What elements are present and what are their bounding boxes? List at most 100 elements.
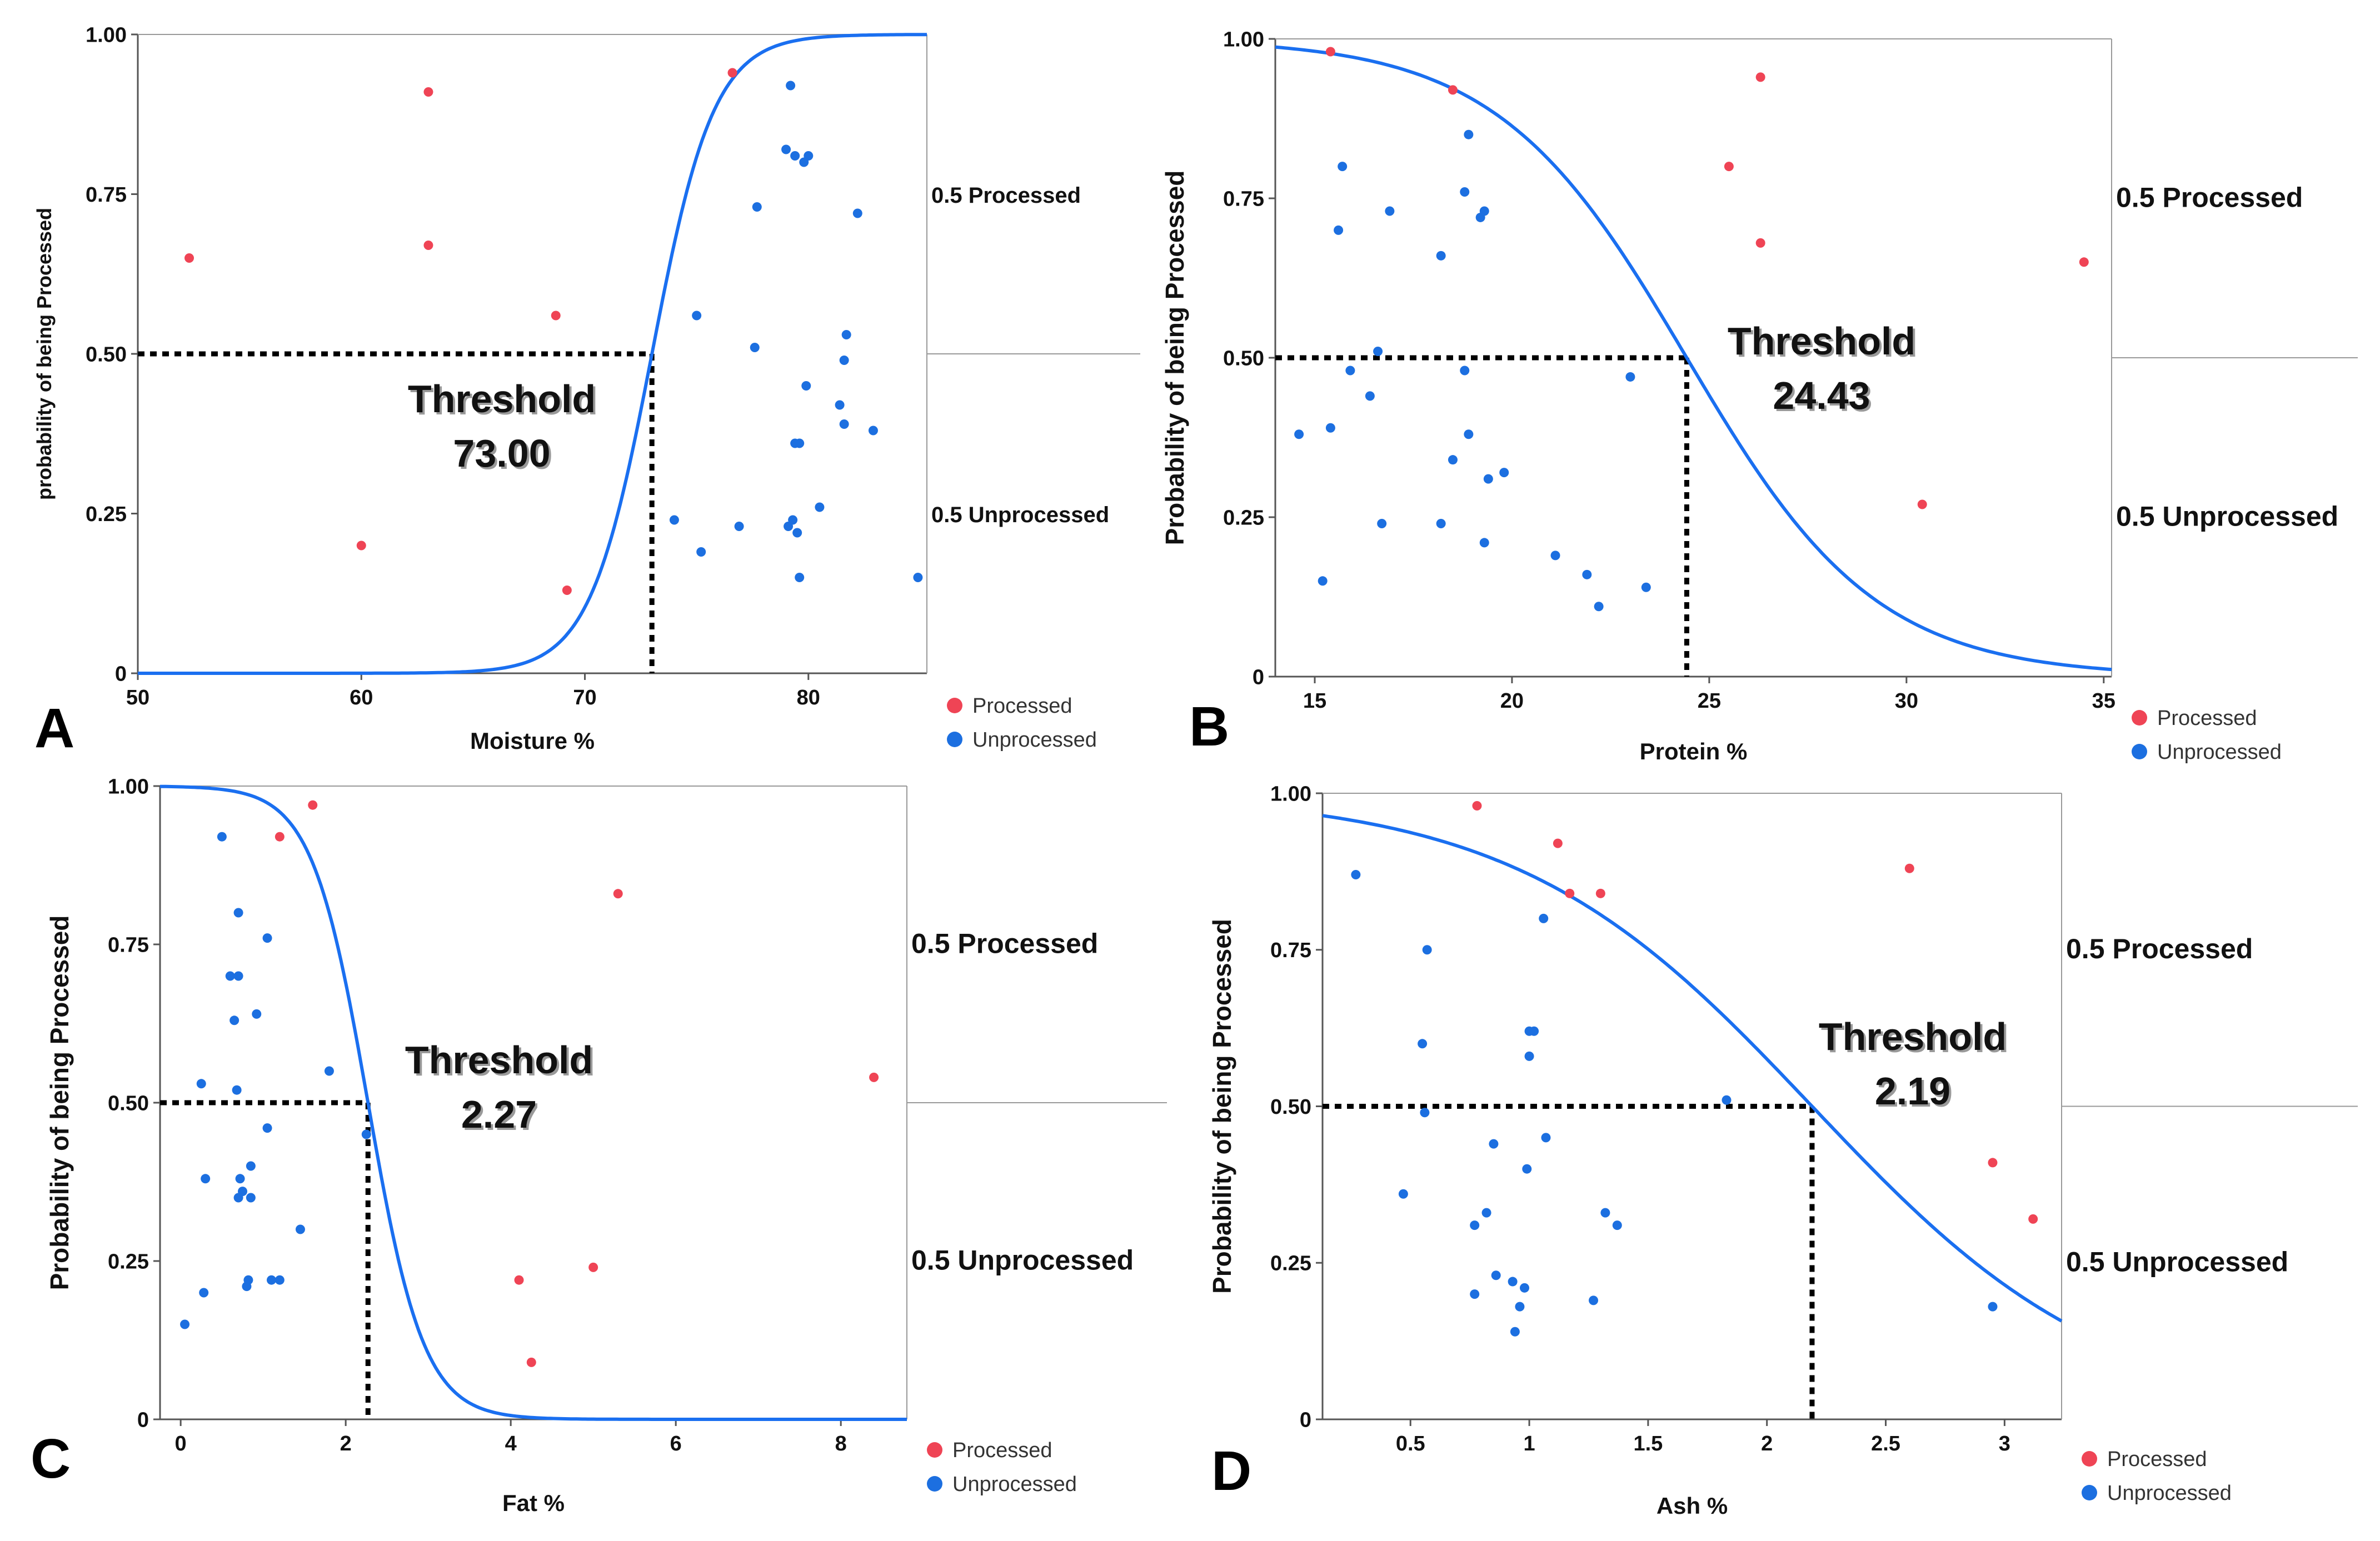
unprocessed-point — [1520, 1283, 1530, 1293]
processed-point — [1553, 838, 1563, 848]
x-tick-label: 25 — [1698, 689, 1721, 713]
legend: Processed Unprocessed — [947, 694, 1097, 752]
unprocessed-point — [1508, 1277, 1518, 1287]
legend-unprocessed-label: Unprocessed — [2107, 1482, 2232, 1505]
unprocessed-point — [1483, 474, 1493, 484]
x-tick-label: 15 — [1303, 689, 1326, 713]
unprocessed-point — [1338, 162, 1348, 172]
legend-unprocessed-marker — [2132, 744, 2147, 759]
x-axis-label: Protein % — [1640, 738, 1748, 764]
processed-point — [1325, 47, 1335, 57]
x-axis-label: Moisture % — [470, 728, 595, 754]
processed-point — [514, 1275, 524, 1285]
unprocessed-point — [1515, 1302, 1525, 1312]
x-tick-label: 6 — [670, 1432, 682, 1455]
unprocessed-point — [235, 1174, 245, 1184]
right-label-processed: 0.5 Processed — [2116, 182, 2303, 213]
legend: Processed Unprocessed — [2132, 707, 2282, 764]
unprocessed-point — [781, 144, 791, 154]
right-label-processed: 0.5 Processed — [2066, 933, 2253, 964]
x-tick-label: 2.5 — [1871, 1432, 1900, 1455]
y-tick-label: 0.25 — [108, 1250, 149, 1273]
unprocessed-point — [1600, 1208, 1610, 1218]
threshold-shadow: 2.19 — [1877, 1072, 1953, 1115]
unprocessed-point — [233, 971, 243, 981]
unprocessed-point — [1641, 582, 1651, 592]
unprocessed-point — [795, 573, 805, 582]
processed-point — [1565, 888, 1575, 898]
y-tick-label: 0.50 — [1270, 1095, 1311, 1119]
processed-point — [1988, 1158, 1998, 1168]
processed-point — [1724, 162, 1734, 172]
unprocessed-point — [1524, 1051, 1534, 1061]
panel-c: 0 0.25 0.50 0.75 1.00 0 2 4 6 8 Fat % Probability o… — [31, 775, 1167, 1516]
threshold-value: 2.19 — [1875, 1069, 1950, 1113]
unprocessed-point — [1464, 129, 1474, 139]
unprocessed-point — [225, 971, 235, 981]
unprocessed-point — [868, 426, 878, 436]
panel-b: 0 0.25 0.50 0.75 1.00 15 20 25 30 35 Protein % Prob… — [1160, 28, 2358, 764]
unprocessed-point — [1550, 551, 1560, 561]
threshold-shadow: 2.27 — [463, 1095, 539, 1138]
x-tick-label: 0.5 — [1396, 1432, 1425, 1455]
unprocessed-point — [1318, 576, 1328, 586]
unprocessed-point — [252, 1009, 262, 1019]
right-label-processed: 0.5 Processed — [911, 928, 1098, 959]
unprocessed-point — [1460, 366, 1470, 376]
threshold-shadow: 24.43 — [1775, 376, 1872, 419]
unprocessed-point — [1539, 913, 1549, 923]
processed-point — [588, 1262, 598, 1272]
unprocessed-point — [1625, 372, 1635, 382]
legend-processed-label: Processed — [972, 694, 1072, 718]
panel-a: 0 0.25 0.50 0.75 1.00 50 60 70 80 Moisture % proba… — [33, 23, 1140, 759]
y-axis-label: Probability of being Processed — [45, 915, 74, 1290]
unprocessed-point — [752, 202, 762, 212]
x-tick-label: 2 — [1761, 1432, 1773, 1455]
processed-point — [2028, 1214, 2038, 1224]
unprocessed-point — [1422, 945, 1432, 955]
y-tick-label: 0 — [1253, 666, 1264, 689]
y-tick-label: 0.75 — [108, 933, 149, 957]
x-axis-label: Fat % — [502, 1490, 565, 1516]
unprocessed-point — [1499, 468, 1509, 478]
unprocessed-point — [324, 1066, 334, 1076]
unprocessed-point — [792, 528, 802, 538]
unprocessed-point — [692, 311, 702, 321]
unprocessed-point — [1448, 455, 1458, 465]
unprocessed-point — [201, 1174, 211, 1184]
unprocessed-point — [233, 1193, 243, 1203]
threshold-shadow: Threshold — [1730, 322, 1918, 365]
unprocessed-point — [217, 832, 227, 842]
panel-letter: D — [1211, 1440, 1251, 1502]
threshold-title: Threshold — [1728, 319, 1915, 363]
processed-point — [1904, 863, 1914, 873]
unprocessed-point — [1418, 1039, 1428, 1049]
processed-point — [1595, 888, 1605, 898]
unprocessed-point — [1594, 602, 1604, 612]
y-tick-label: 0 — [137, 1408, 149, 1432]
x-tick-label: 35 — [2092, 689, 2115, 713]
unprocessed-point — [1398, 1189, 1408, 1199]
y-tick-label: 0.50 — [86, 343, 127, 366]
legend-unprocessed-marker — [927, 1476, 942, 1492]
unprocessed-point — [1541, 1133, 1551, 1143]
unprocessed-point — [1722, 1095, 1732, 1105]
y-tick-label: 0 — [115, 662, 127, 686]
unprocessed-point — [1464, 429, 1474, 439]
unprocessed-point — [229, 1015, 240, 1025]
unprocessed-point — [1334, 225, 1344, 235]
unprocessed-point — [1436, 251, 1446, 261]
logistic-curve — [1275, 45, 2112, 672]
unprocessed-point — [734, 522, 744, 531]
unprocessed-point — [1522, 1164, 1532, 1174]
legend-processed-marker — [2082, 1451, 2097, 1467]
threshold-shadow: Threshold — [410, 379, 598, 423]
right-label-unprocessed: 0.5 Unprocessed — [911, 1244, 1134, 1275]
unprocessed-point — [839, 356, 849, 365]
unprocessed-point — [196, 1079, 206, 1089]
unprocessed-point — [1479, 538, 1489, 548]
unprocessed-point — [1489, 1139, 1499, 1149]
unprocessed-point — [801, 381, 811, 391]
unprocessed-point — [1365, 391, 1375, 401]
